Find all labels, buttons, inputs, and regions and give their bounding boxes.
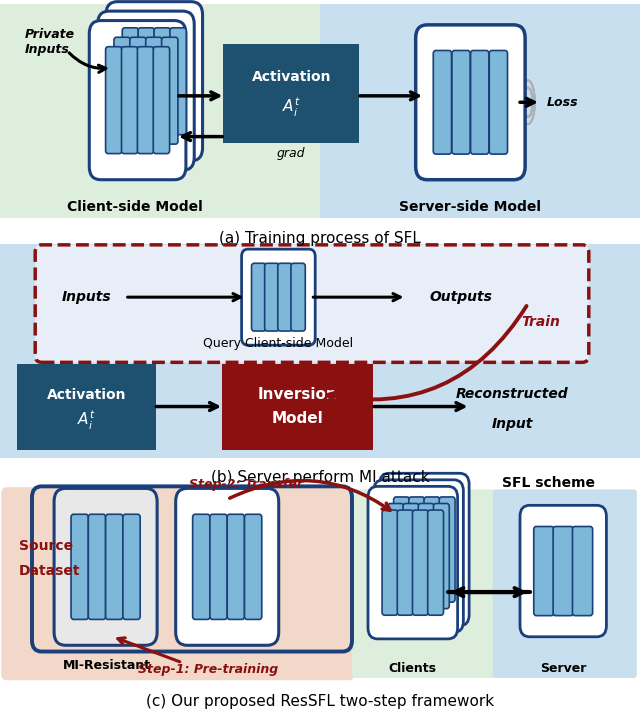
FancyBboxPatch shape	[138, 47, 154, 153]
Text: MI-Resistant: MI-Resistant	[63, 659, 151, 672]
FancyBboxPatch shape	[98, 11, 195, 170]
FancyBboxPatch shape	[122, 47, 138, 153]
Text: Source: Source	[19, 539, 74, 553]
Text: SFL scheme: SFL scheme	[502, 475, 595, 489]
FancyBboxPatch shape	[122, 28, 138, 134]
FancyBboxPatch shape	[374, 480, 463, 632]
FancyBboxPatch shape	[252, 263, 266, 331]
Text: Step-1: Pre-training: Step-1: Pre-training	[138, 662, 278, 675]
FancyBboxPatch shape	[382, 510, 398, 615]
FancyBboxPatch shape	[1, 487, 354, 680]
FancyBboxPatch shape	[35, 245, 589, 362]
FancyBboxPatch shape	[413, 510, 428, 615]
Text: Step-2: Transfer: Step-2: Transfer	[189, 478, 303, 491]
Text: Activation: Activation	[47, 388, 126, 402]
FancyBboxPatch shape	[428, 510, 444, 615]
Text: Inversion: Inversion	[258, 387, 337, 403]
FancyBboxPatch shape	[90, 20, 186, 180]
Text: Inputs: Inputs	[61, 290, 111, 304]
FancyBboxPatch shape	[409, 497, 424, 602]
FancyBboxPatch shape	[416, 25, 525, 180]
FancyBboxPatch shape	[130, 37, 146, 144]
FancyBboxPatch shape	[123, 514, 140, 619]
Text: (b) Server perform MI attack: (b) Server perform MI attack	[211, 470, 429, 485]
FancyBboxPatch shape	[489, 50, 508, 154]
FancyBboxPatch shape	[470, 50, 489, 154]
FancyBboxPatch shape	[244, 514, 262, 619]
Text: (c) Our proposed ResSFL two-step framework: (c) Our proposed ResSFL two-step framewo…	[146, 694, 494, 710]
FancyBboxPatch shape	[175, 489, 279, 646]
FancyBboxPatch shape	[397, 510, 413, 615]
FancyBboxPatch shape	[138, 28, 154, 134]
FancyBboxPatch shape	[106, 47, 122, 153]
FancyBboxPatch shape	[0, 244, 640, 458]
Text: (a) Training process of SFL: (a) Training process of SFL	[219, 231, 421, 246]
FancyBboxPatch shape	[424, 497, 440, 602]
FancyBboxPatch shape	[433, 504, 449, 608]
FancyBboxPatch shape	[227, 514, 244, 619]
FancyBboxPatch shape	[278, 263, 292, 331]
FancyBboxPatch shape	[534, 526, 554, 616]
Text: Loss: Loss	[547, 96, 579, 109]
Text: Private
Inputs: Private Inputs	[24, 28, 74, 56]
FancyBboxPatch shape	[106, 1, 202, 161]
FancyBboxPatch shape	[71, 514, 88, 619]
FancyBboxPatch shape	[380, 473, 469, 626]
Text: Clients: Clients	[389, 662, 437, 675]
Text: Model: Model	[272, 411, 323, 425]
Text: Dataset: Dataset	[19, 564, 81, 578]
Text: Train: Train	[522, 315, 561, 329]
FancyBboxPatch shape	[572, 526, 593, 616]
FancyBboxPatch shape	[223, 44, 359, 143]
FancyBboxPatch shape	[17, 364, 156, 449]
FancyBboxPatch shape	[54, 489, 157, 646]
FancyBboxPatch shape	[170, 28, 186, 134]
Text: grad: grad	[277, 148, 305, 160]
Text: Server-side Model: Server-side Model	[399, 200, 541, 214]
FancyBboxPatch shape	[154, 47, 170, 153]
Text: $A_i^t$: $A_i^t$	[77, 409, 96, 432]
FancyBboxPatch shape	[242, 249, 315, 345]
Text: Client-side Model: Client-side Model	[67, 200, 202, 214]
FancyBboxPatch shape	[394, 497, 410, 602]
FancyBboxPatch shape	[493, 489, 637, 678]
Text: $A_i^t$: $A_i^t$	[282, 96, 301, 119]
FancyBboxPatch shape	[265, 263, 279, 331]
FancyBboxPatch shape	[368, 486, 458, 639]
FancyBboxPatch shape	[419, 504, 434, 608]
FancyBboxPatch shape	[0, 4, 320, 218]
Text: Input: Input	[492, 417, 532, 430]
FancyBboxPatch shape	[146, 37, 162, 144]
FancyBboxPatch shape	[210, 514, 227, 619]
Text: Server: Server	[540, 662, 586, 675]
Text: Reconstructed: Reconstructed	[456, 387, 568, 401]
FancyBboxPatch shape	[352, 489, 496, 678]
FancyBboxPatch shape	[553, 526, 573, 616]
FancyBboxPatch shape	[154, 28, 170, 134]
FancyBboxPatch shape	[439, 497, 455, 602]
FancyBboxPatch shape	[162, 37, 178, 144]
FancyBboxPatch shape	[520, 505, 607, 637]
FancyBboxPatch shape	[88, 514, 106, 619]
Text: Outputs: Outputs	[429, 290, 492, 304]
FancyBboxPatch shape	[291, 263, 305, 331]
FancyBboxPatch shape	[452, 50, 470, 154]
FancyBboxPatch shape	[320, 4, 640, 218]
FancyBboxPatch shape	[403, 504, 419, 608]
FancyBboxPatch shape	[433, 50, 452, 154]
FancyBboxPatch shape	[114, 37, 130, 144]
FancyBboxPatch shape	[106, 514, 123, 619]
FancyBboxPatch shape	[388, 504, 404, 608]
Text: Activation: Activation	[252, 71, 331, 84]
FancyBboxPatch shape	[222, 364, 374, 449]
Text: Query Client-side Model: Query Client-side Model	[204, 337, 353, 350]
FancyBboxPatch shape	[193, 514, 210, 619]
